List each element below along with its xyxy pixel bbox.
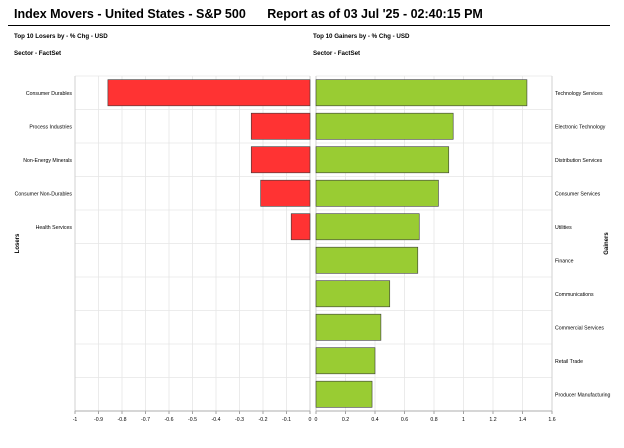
gainer-tick-label: 0.4 — [371, 417, 378, 423]
loser-category-label: Health Services — [36, 225, 73, 231]
loser-tick-label: -1 — [73, 417, 78, 423]
loser-category-label: Consumer Non-Durables — [15, 191, 73, 197]
gainer-bar — [315, 380, 373, 408]
gainer-category-label: Producer Manufacturing — [555, 392, 610, 398]
header-divider — [8, 25, 610, 26]
loser-tick-label: -0.3 — [235, 417, 244, 423]
loser-category-label: Process Industries — [29, 124, 72, 130]
losers-panel-title: Top 10 Losers by - % Chg - USD — [14, 33, 108, 40]
gainer-bar — [315, 313, 382, 341]
loser-tick-label: -0.8 — [118, 417, 127, 423]
losers-sector-label: Sector - FactSet — [14, 50, 62, 57]
gainer-category-label: Electronic Technology — [555, 124, 606, 130]
gainer-tick-label: 1.6 — [548, 417, 555, 423]
gainer-bar — [315, 112, 454, 140]
gainer-tick-label: 0 — [315, 417, 318, 423]
loser-tick-label: -0.1 — [282, 417, 291, 423]
loser-axis-label: Losers — [15, 233, 21, 253]
gainers-sector-label: Sector - FactSet — [313, 50, 361, 57]
loser-tick-label: -0.6 — [165, 417, 174, 423]
gainer-bar — [315, 146, 450, 174]
gainer-category-label: Utilities — [555, 225, 572, 231]
loser-tick-label: 0 — [309, 417, 312, 423]
gainer-bar — [315, 347, 376, 375]
gainer-category-label: Distribution Services — [555, 158, 603, 164]
loser-bar — [250, 112, 311, 140]
gainer-category-label: Communications — [555, 292, 594, 298]
gainer-bar — [315, 213, 420, 241]
gainer-bar — [315, 179, 439, 207]
gainer-tick-label: 0.2 — [342, 417, 349, 423]
loser-bar — [260, 179, 311, 207]
gainer-category-label: Consumer Services — [555, 191, 601, 197]
gainer-category-label: Commercial Services — [555, 325, 604, 331]
gainer-tick-label: 1.4 — [519, 417, 526, 423]
loser-bar — [290, 213, 311, 241]
loser-bar — [250, 146, 311, 174]
gainers-panel-title: Top 10 Gainers by - % Chg - USD — [313, 33, 410, 40]
gainer-axis-label: Gainers — [604, 232, 610, 255]
loser-tick-label: -0.9 — [94, 417, 103, 423]
loser-tick-label: -0.5 — [188, 417, 197, 423]
gainer-tick-label: 1 — [462, 417, 465, 423]
gainer-bar — [315, 280, 391, 308]
gainer-category-label: Retail Trade — [555, 359, 583, 365]
loser-tick-label: -0.4 — [212, 417, 221, 423]
page-title: Index Movers - United States - S&P 500 — [14, 7, 246, 21]
gainer-bar — [315, 246, 419, 274]
gainer-category-label: Finance — [555, 258, 574, 264]
gainer-tick-label: 0.6 — [401, 417, 408, 423]
gainer-bar — [315, 79, 528, 107]
loser-category-label: Non-Energy Minerals — [23, 158, 72, 164]
loser-bar — [107, 79, 311, 107]
loser-category-label: Consumer Durables — [26, 91, 73, 97]
loser-tick-label: -0.2 — [259, 417, 268, 423]
report-timestamp: Report as of 03 Jul '25 - 02:40:15 PM — [267, 7, 483, 21]
gainer-tick-label: 0.8 — [430, 417, 437, 423]
gainer-tick-label: 1.2 — [489, 417, 496, 423]
gainer-category-label: Technology Services — [555, 91, 603, 97]
report-header: Index Movers - United States - S&P 500 R… — [14, 7, 483, 21]
loser-tick-label: -0.7 — [141, 417, 150, 423]
